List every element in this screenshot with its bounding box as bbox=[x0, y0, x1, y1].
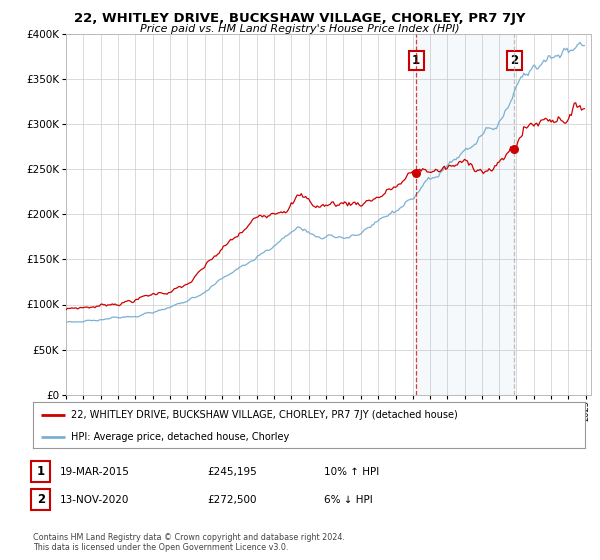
Text: 19-MAR-2015: 19-MAR-2015 bbox=[59, 466, 129, 477]
Text: 22, WHITLEY DRIVE, BUCKSHAW VILLAGE, CHORLEY, PR7 7JY (detached house): 22, WHITLEY DRIVE, BUCKSHAW VILLAGE, CHO… bbox=[71, 410, 457, 420]
Text: 6% ↓ HPI: 6% ↓ HPI bbox=[324, 494, 373, 505]
Text: 13-NOV-2020: 13-NOV-2020 bbox=[59, 494, 129, 505]
Text: 2: 2 bbox=[510, 54, 518, 67]
Text: HPI: Average price, detached house, Chorley: HPI: Average price, detached house, Chor… bbox=[71, 432, 289, 441]
Text: Contains HM Land Registry data © Crown copyright and database right 2024.: Contains HM Land Registry data © Crown c… bbox=[33, 533, 345, 542]
Text: Price paid vs. HM Land Registry's House Price Index (HPI): Price paid vs. HM Land Registry's House … bbox=[140, 24, 460, 34]
Text: £245,195: £245,195 bbox=[207, 466, 257, 477]
Text: 2: 2 bbox=[37, 493, 45, 506]
Text: This data is licensed under the Open Government Licence v3.0.: This data is licensed under the Open Gov… bbox=[33, 543, 289, 552]
Bar bbox=[416, 34, 514, 395]
Text: £272,500: £272,500 bbox=[207, 494, 257, 505]
Text: 22, WHITLEY DRIVE, BUCKSHAW VILLAGE, CHORLEY, PR7 7JY: 22, WHITLEY DRIVE, BUCKSHAW VILLAGE, CHO… bbox=[74, 12, 526, 25]
Text: 1: 1 bbox=[412, 54, 420, 67]
Text: 1: 1 bbox=[37, 465, 45, 478]
Text: 10% ↑ HPI: 10% ↑ HPI bbox=[324, 466, 379, 477]
